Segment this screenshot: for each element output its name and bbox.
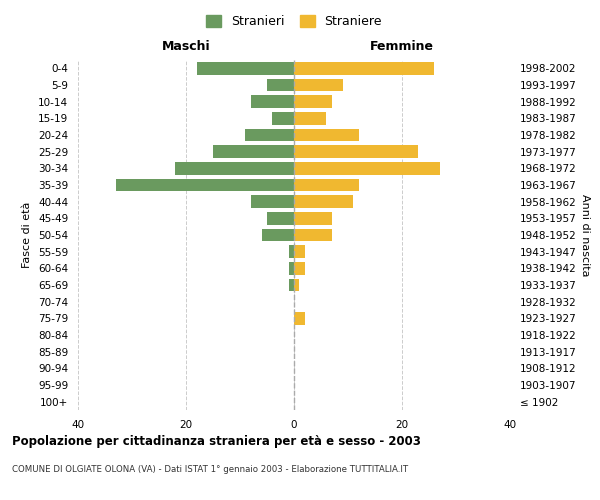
Text: COMUNE DI OLGIATE OLONA (VA) - Dati ISTAT 1° gennaio 2003 - Elaborazione TUTTITA: COMUNE DI OLGIATE OLONA (VA) - Dati ISTA…: [12, 465, 408, 474]
Bar: [289, 262, 294, 274]
Bar: [294, 112, 326, 124]
Bar: [267, 79, 294, 92]
Bar: [251, 96, 294, 108]
Legend: Stranieri, Straniere: Stranieri, Straniere: [201, 10, 387, 34]
Bar: [197, 62, 294, 74]
Bar: [267, 212, 294, 224]
Bar: [294, 212, 332, 224]
Bar: [294, 179, 359, 192]
Bar: [289, 246, 294, 258]
Y-axis label: Fasce di età: Fasce di età: [22, 202, 32, 268]
Text: Maschi: Maschi: [161, 40, 211, 53]
Bar: [294, 229, 332, 241]
Bar: [294, 312, 305, 324]
Bar: [294, 79, 343, 92]
Bar: [294, 196, 353, 208]
Bar: [116, 179, 294, 192]
Bar: [294, 246, 305, 258]
Bar: [272, 112, 294, 124]
Bar: [294, 146, 418, 158]
Bar: [251, 196, 294, 208]
Bar: [262, 229, 294, 241]
Bar: [294, 162, 440, 174]
Text: Popolazione per cittadinanza straniera per età e sesso - 2003: Popolazione per cittadinanza straniera p…: [12, 435, 421, 448]
Bar: [294, 96, 332, 108]
Bar: [294, 262, 305, 274]
Bar: [245, 129, 294, 141]
Bar: [175, 162, 294, 174]
Bar: [294, 129, 359, 141]
Y-axis label: Anni di nascita: Anni di nascita: [580, 194, 590, 276]
Bar: [213, 146, 294, 158]
Bar: [294, 279, 299, 291]
Text: Femmine: Femmine: [370, 40, 434, 53]
Bar: [289, 279, 294, 291]
Bar: [294, 62, 434, 74]
